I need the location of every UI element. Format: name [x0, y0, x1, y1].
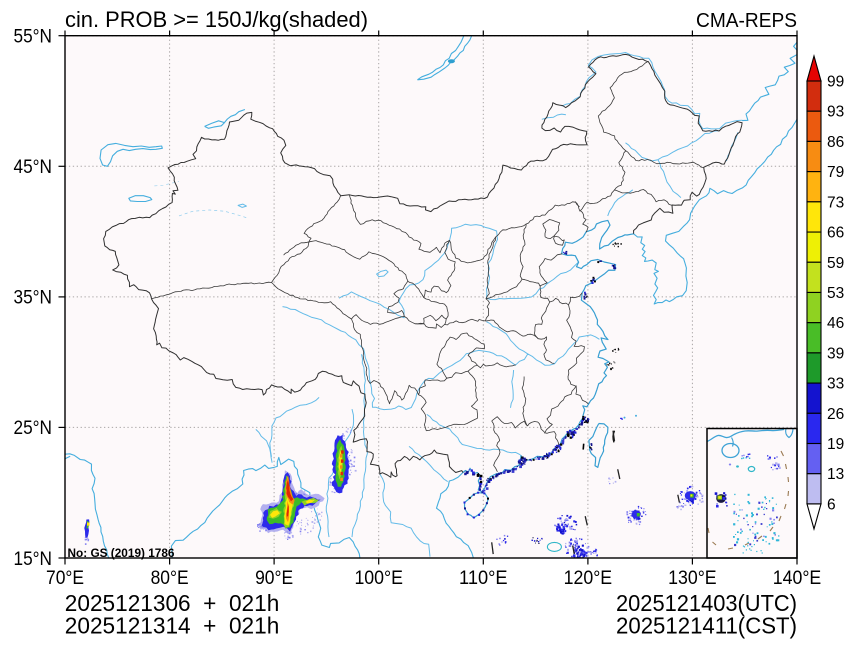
- svg-text:39: 39: [827, 345, 844, 362]
- svg-text:cin. PROB >= 150J/kg(shaded): cin. PROB >= 150J/kg(shaded): [65, 7, 368, 32]
- svg-text:2025121306 + 021h: 2025121306 + 021h: [65, 590, 279, 616]
- svg-text:86: 86: [827, 134, 844, 151]
- svg-text:6: 6: [827, 496, 836, 513]
- svg-text:25°N: 25°N: [14, 418, 53, 439]
- svg-text:33: 33: [827, 376, 844, 393]
- svg-text:120°E: 120°E: [564, 568, 613, 589]
- svg-text:2025121403(UTC): 2025121403(UTC): [616, 590, 797, 616]
- svg-text:53: 53: [827, 285, 844, 302]
- svg-text:79: 79: [827, 164, 844, 181]
- svg-text:90°E: 90°E: [255, 568, 293, 589]
- svg-text:2025121411(CST): 2025121411(CST): [616, 612, 797, 638]
- svg-text:100°E: 100°E: [354, 568, 403, 589]
- svg-text:19: 19: [827, 436, 844, 453]
- svg-text:2025121314 + 021h: 2025121314 + 021h: [65, 612, 279, 638]
- svg-text:46: 46: [827, 315, 844, 332]
- svg-text:140°E: 140°E: [773, 568, 822, 589]
- svg-text:99: 99: [827, 74, 844, 91]
- svg-text:130°E: 130°E: [668, 568, 717, 589]
- svg-text:15°N: 15°N: [14, 549, 53, 570]
- svg-text:45°N: 45°N: [14, 157, 53, 178]
- svg-text:66: 66: [827, 225, 844, 242]
- svg-text:80°E: 80°E: [151, 568, 189, 589]
- svg-text:70°E: 70°E: [46, 568, 84, 589]
- svg-text:No: GS (2019) 1786: No: GS (2019) 1786: [68, 546, 175, 560]
- svg-text:110°E: 110°E: [459, 568, 508, 589]
- svg-text:93: 93: [827, 104, 844, 121]
- svg-text:73: 73: [827, 194, 844, 211]
- svg-text:CMA-REPS: CMA-REPS: [696, 9, 797, 32]
- svg-text:59: 59: [827, 255, 844, 272]
- svg-text:26: 26: [827, 406, 844, 423]
- svg-text:55°N: 55°N: [14, 27, 53, 48]
- svg-text:13: 13: [827, 466, 844, 483]
- svg-text:35°N: 35°N: [14, 288, 53, 309]
